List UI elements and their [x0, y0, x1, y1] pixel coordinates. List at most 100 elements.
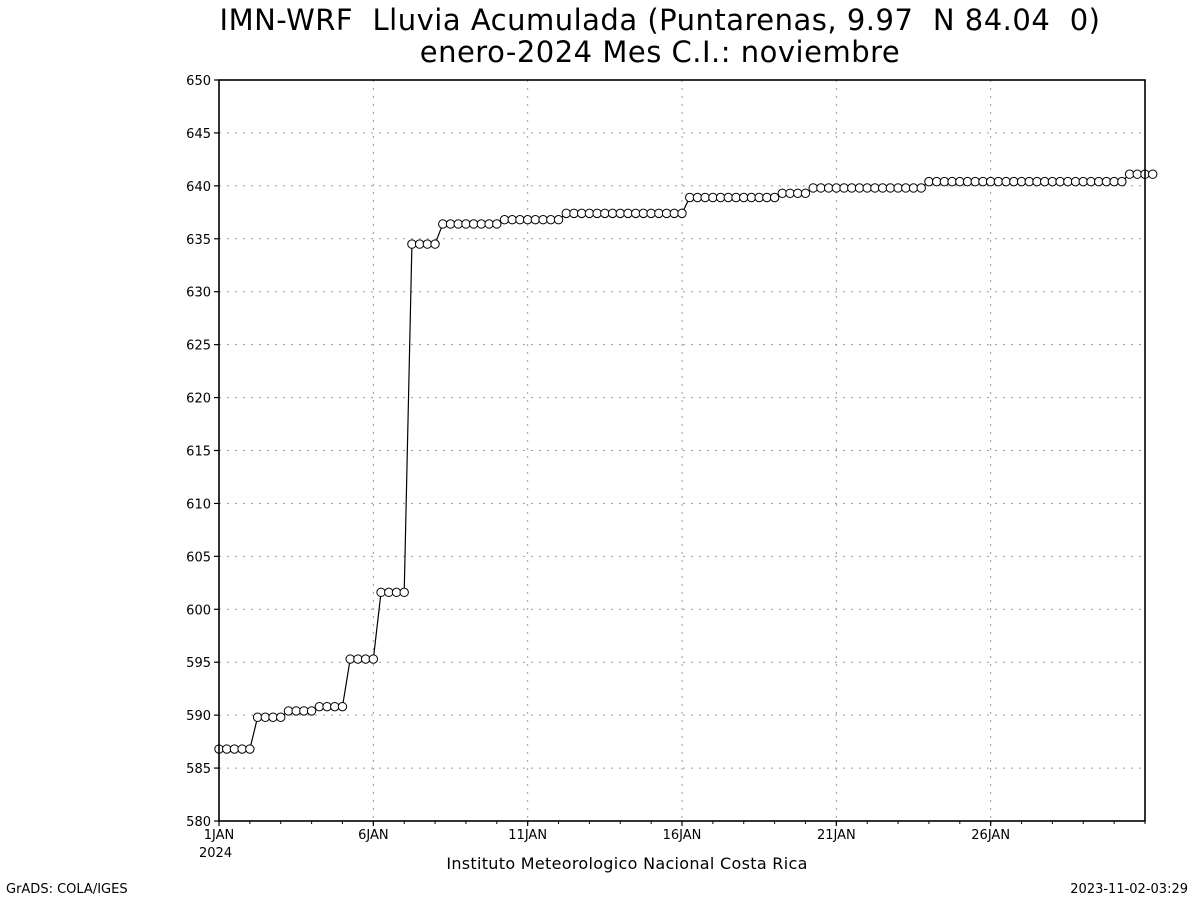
data-point	[252, 712, 263, 722]
data-point	[1101, 176, 1112, 187]
y-tick-label: 640	[186, 180, 211, 195]
data-point	[654, 208, 664, 219]
data-point	[1132, 169, 1142, 179]
data-point	[461, 219, 471, 229]
data-point	[762, 192, 772, 203]
data-point	[793, 188, 803, 198]
data-point	[1124, 169, 1135, 179]
data-point	[384, 587, 394, 598]
data-point	[731, 192, 741, 203]
x-axis-year-label: 2024	[199, 846, 232, 861]
data-point	[993, 176, 1004, 187]
data-point	[607, 208, 618, 219]
data-point	[468, 219, 479, 229]
data-point	[1016, 176, 1027, 187]
data-point	[522, 215, 533, 225]
data-point	[1001, 176, 1011, 187]
data-point	[576, 208, 587, 219]
data-point	[337, 701, 348, 712]
data-point	[306, 706, 317, 716]
data-point	[592, 208, 602, 219]
data-point	[823, 183, 834, 193]
x-tick-label: 26JAN	[971, 828, 1010, 843]
footer-credit: GrADS: COLA/IGES	[6, 882, 128, 897]
data-point	[499, 215, 510, 225]
y-tick-label: 605	[186, 550, 211, 565]
data-point	[1055, 176, 1065, 187]
data-point	[314, 701, 325, 712]
data-point	[1078, 176, 1088, 187]
x-tick-label: 6JAN	[358, 828, 389, 843]
y-tick-label: 585	[186, 762, 211, 777]
chart-subtitle: enero-2024 Mes C.I.: noviembre	[419, 35, 901, 69]
data-point	[908, 183, 919, 193]
data-point	[445, 219, 456, 229]
data-point	[546, 215, 556, 225]
y-tick-label: 580	[186, 815, 211, 830]
data-point	[885, 183, 896, 193]
data-point	[1063, 176, 1073, 187]
data-point	[1148, 169, 1158, 179]
data-point	[769, 192, 780, 203]
data-point	[1070, 176, 1081, 187]
data-point	[638, 208, 649, 219]
data-point	[777, 188, 788, 198]
data-point	[692, 192, 703, 203]
data-point	[600, 208, 610, 219]
data-point	[708, 192, 718, 203]
data-point	[669, 208, 679, 219]
x-axis: 1JAN 6JAN 11JAN 16JAN 21JAN 26JAN	[204, 821, 1146, 843]
y-tick-label: 595	[186, 656, 211, 671]
chart-title: IMN-WRF Lluvia Acumulada (Puntarenas, 9.…	[219, 3, 1101, 37]
data-point	[530, 215, 541, 225]
data-point	[1032, 176, 1042, 187]
data-point	[754, 192, 764, 203]
data-point	[360, 654, 371, 664]
data-point	[584, 208, 595, 219]
data-point	[631, 208, 641, 219]
data-point	[492, 219, 502, 229]
data-point	[422, 239, 433, 249]
data-point	[985, 176, 996, 187]
y-tick-label: 650	[186, 74, 211, 89]
data-point	[414, 239, 425, 249]
data-point	[260, 712, 270, 722]
x-tick-label: 1JAN	[204, 828, 235, 843]
data-point	[1024, 176, 1034, 187]
data-point	[330, 701, 340, 712]
y-tick-label: 630	[186, 286, 211, 301]
series-rainfall	[214, 169, 1158, 754]
data-point	[561, 208, 571, 219]
data-point	[862, 183, 872, 193]
data-point	[854, 183, 865, 193]
data-point	[353, 654, 363, 664]
plot-frame	[218, 79, 1146, 822]
data-point	[847, 183, 857, 193]
y-tick-label: 615	[186, 445, 211, 460]
y-axis: 580 585 590 595 600 605 610 615 620 625 630 635 640 6…	[186, 74, 219, 830]
y-tick-label: 620	[186, 392, 211, 407]
data-point	[453, 219, 463, 229]
data-point	[916, 183, 926, 193]
data-point	[808, 183, 818, 193]
data-point	[1009, 176, 1019, 187]
data-point	[430, 239, 440, 249]
data-point	[1047, 176, 1058, 187]
data-point	[569, 208, 579, 219]
data-point	[839, 183, 849, 193]
data-point	[291, 706, 301, 716]
data-point	[407, 239, 417, 249]
grid-lines	[219, 80, 1145, 821]
y-tick-label: 625	[186, 339, 211, 354]
data-point	[715, 192, 726, 203]
data-point	[368, 654, 379, 664]
data-point	[376, 587, 386, 598]
data-point	[399, 587, 409, 598]
data-point	[962, 176, 973, 187]
x-tick-label: 21JAN	[817, 828, 856, 843]
x-axis-label: Instituto Meteorologico Nacional Costa R…	[446, 854, 807, 873]
data-point	[685, 192, 695, 203]
data-point	[229, 744, 240, 754]
data-point	[877, 183, 888, 193]
x-tick-label: 11JAN	[508, 828, 547, 843]
